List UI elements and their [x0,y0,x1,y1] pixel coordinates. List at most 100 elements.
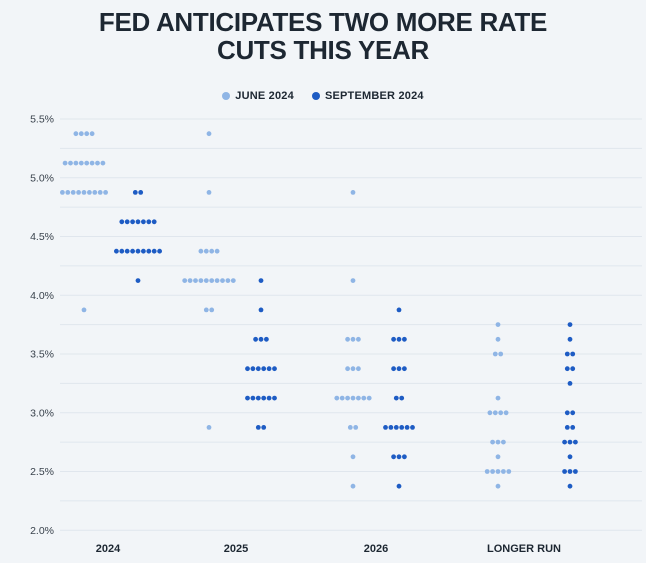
projection-dot [570,351,576,357]
projection-dot [564,351,570,357]
projection-dot [498,351,504,357]
projection-dot [73,160,79,166]
projection-dot [573,439,578,445]
projection-dot [506,469,512,474]
projection-dot [399,395,405,401]
projection-dot [393,425,399,430]
projection-dot [70,190,76,195]
projection-dot [100,160,106,166]
projection-dot [567,483,573,489]
projection-dot [193,278,198,283]
projection-dot [135,248,141,254]
projection-dot [350,483,356,489]
projection-dot [250,395,256,401]
projection-dot [78,160,84,166]
projection-dot [567,336,573,342]
projection-dot [495,322,501,327]
x-axis-labels: 2024 2025 2026 LONGER RUN [96,543,561,555]
x-category-label: 2024 [96,543,121,555]
projection-dot [490,439,495,445]
projection-dot [356,336,361,342]
projection-dot [495,469,501,474]
projection-dot [261,366,267,372]
projection-dot [209,278,215,283]
projection-dot [135,219,141,225]
y-tick-label: 4.5% [30,231,54,243]
projection-dot [60,190,65,195]
projection-dot [206,425,212,430]
projection-dot [258,336,264,342]
projection-dot [187,278,193,283]
projection-dot [225,278,231,283]
projection-dot [484,469,490,474]
projection-dot [130,219,136,225]
projection-dot [501,469,506,474]
projection-dot [119,219,125,225]
projection-dot [495,439,501,445]
projection-dot [366,395,372,401]
projection-dot [492,410,498,416]
projection-dot [503,410,509,416]
projection-dot [151,248,157,254]
legend-label-june-2024: JUNE 2024 [235,90,294,102]
projection-dot [356,366,361,372]
projection-dot [396,366,402,372]
projection-dot [347,425,353,430]
projection-dot [114,248,119,254]
projection-dot [76,190,81,195]
projection-dot [141,219,146,225]
projection-dot [206,131,212,137]
projection-dot [130,248,136,254]
series-june-2024 [60,131,512,489]
projection-dot [570,410,576,416]
projection-dot [245,366,250,372]
projection-dot [562,469,567,474]
projection-dot [266,366,272,372]
projection-dot [255,425,261,430]
projection-dot [266,395,272,401]
projection-dot [350,366,356,372]
projection-dot [62,160,68,166]
chart-title-line-1: FED ANTICIPATES TWO MORE RATE [98,7,548,37]
projection-dot [388,425,394,430]
projection-dot [261,425,267,430]
projection-dot [182,278,188,283]
projection-dot [138,190,144,195]
projection-dot [272,366,277,372]
y-tick-label: 5.0% [30,172,54,184]
projection-dot [198,278,204,283]
projection-dot [570,425,576,430]
projection-dot [214,278,220,283]
projection-dot [495,395,501,401]
projection-dot [562,439,567,445]
projection-dot [495,483,501,489]
projection-dot [84,131,90,137]
chart-title-line-2: CUTS THIS YEAR [216,35,429,65]
projection-dot [391,336,396,342]
projection-dot [95,160,100,166]
projection-dot [567,381,573,386]
projection-dot [81,307,87,313]
projection-dot [124,219,130,225]
projection-dot [345,366,350,372]
projection-dot [84,160,90,166]
projection-dot [124,248,130,254]
projection-dot [495,454,501,460]
x-category-label: 2025 [224,543,248,555]
projection-dot [402,454,407,460]
projection-dot [391,454,396,460]
projection-dot [135,278,141,283]
projection-dot [253,336,258,342]
projection-dot [97,190,103,195]
projection-dot [396,483,402,489]
legend-item-june-2024: JUNE 2024 [222,90,294,102]
september-2024-dot-icon [311,92,320,100]
legend-label-september-2024: SEPTEMBER 2024 [324,90,424,102]
projection-dot [399,425,405,430]
projection-dot [258,278,264,283]
y-tick-label: 3.5% [30,349,54,361]
projection-dot [564,410,570,416]
y-axis-labels: 5.5% 5.0% 4.5% 4.0% 3.5% 3.0% 2.5% 2.0% [30,114,54,537]
projection-dot [209,307,215,313]
